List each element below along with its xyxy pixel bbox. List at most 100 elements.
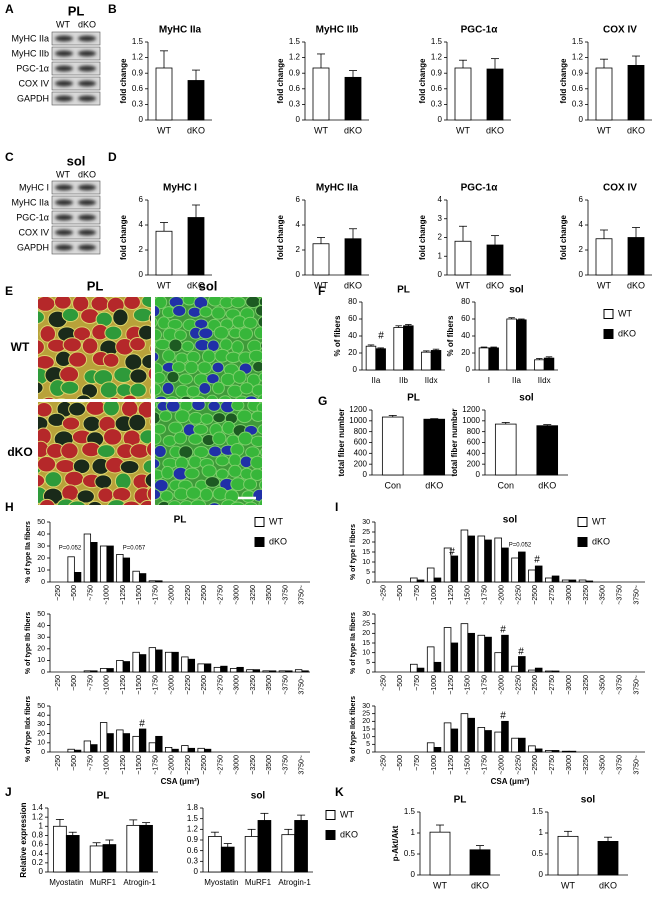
y-tick-label: 20 [37,555,45,562]
y-tick-label: 0 [363,470,368,479]
y-tick-label: 1000 [349,416,367,425]
y-axis-label: fold change [276,58,285,103]
error-bar [543,424,552,426]
y-tick-label: 800 [354,427,368,436]
fiber-cell [142,286,156,296]
fiber-cell [81,337,99,355]
error-bar [600,58,608,68]
y-tick-label: 600 [467,438,481,447]
x-tick-label: 3750~ [633,585,640,605]
bar [426,567,435,583]
x-tick-label: 3750~ [299,585,306,605]
x-tick-label: ~1000 [431,585,438,605]
fiber-cell [199,487,214,502]
blot-strip [51,240,101,255]
y-tick-label: 0 [579,270,584,279]
legend-label: WT [618,308,632,318]
bar [294,669,303,673]
y-tick-label: 1 [539,828,544,837]
error-bar [490,346,497,348]
fiber-cell [38,297,56,312]
bar [138,654,147,673]
y-tick-label: 10 [37,740,45,747]
blot-strip [51,210,101,225]
fiber-cell [60,442,79,460]
y-tick-label: 0 [539,870,544,879]
y-tick-label: 200 [354,459,368,468]
bar [501,634,509,673]
bar [229,668,238,673]
fiber-cell [123,297,141,310]
bar [557,835,579,876]
chart-title: PL [407,393,420,404]
fiber-cell [87,500,103,505]
fiber-cell [182,297,196,306]
y-tick-label: 2 [438,233,443,242]
y-axis-label: % of type IIdx fibers [350,696,357,762]
x-tick-label: dKO [344,280,362,290]
fiber-cell [212,511,226,523]
fiber-cell [138,280,157,295]
error-bar [210,831,219,837]
fiber-cell [38,498,56,505]
bar [454,67,472,121]
fiber-cell [184,360,199,375]
bar [301,670,309,673]
fiber-cell [57,398,66,399]
y-tick-label: 1.5 [404,807,416,816]
x-tick-label: dKO [486,280,504,290]
micrograph [142,286,262,399]
x-tick-label: IIa [512,376,521,385]
bar [536,425,559,476]
micrograph-column: PL [87,278,104,293]
bar [426,742,435,753]
x-tick-label: ~2250 [515,585,522,605]
bar [73,749,82,753]
x-tick-label: ~2750 [217,585,224,605]
legend-swatch [254,537,265,547]
fiber-cell [102,402,120,417]
x-tick-label: ~3000 [234,585,241,605]
y-axis-label: fold change [119,215,128,260]
fiber-cell [60,297,69,298]
x-tick-label: ~3750 [617,675,624,695]
bar [467,717,475,753]
bar [203,663,212,673]
x-tick-label: ~500 [71,675,78,691]
y-tick-label: 0 [296,115,301,124]
fiber-cell [68,500,86,505]
fiber-cell [221,499,237,505]
y-tick-label: 80 [461,297,470,306]
y-tick-label: 1.5 [532,807,544,816]
bar [423,418,446,476]
bar [148,647,157,673]
fiber-cell [250,468,262,481]
y-tick-label: 15 [362,549,370,556]
chart-title: PGC-1α [461,25,499,36]
x-tick-label: 3750~ [633,755,640,775]
y-tick-label: 0 [296,270,301,279]
bar [285,670,293,673]
error-bar [247,828,256,837]
y-axis-label: fold change [418,58,427,103]
bar [429,831,451,876]
fiber-cell [231,340,244,354]
y-tick-label: 0.6 [32,840,44,849]
error-bar [160,50,168,68]
fiber-cell [38,402,53,418]
error-bar [632,227,640,238]
bar [511,665,519,673]
fiber-cell [155,395,168,399]
y-tick-label: 1 [438,251,443,260]
bar [187,80,205,121]
x-tick-label: ~3500 [600,585,607,605]
y-tick-label: 0.4 [32,849,44,858]
fiber-cell [60,380,80,395]
fiber-cell [38,310,45,325]
fiber-cell [193,423,209,436]
error-bar [459,225,467,242]
bar [213,666,222,673]
micrograph [38,280,157,399]
bar [83,740,92,753]
fiber-cell [160,490,174,503]
